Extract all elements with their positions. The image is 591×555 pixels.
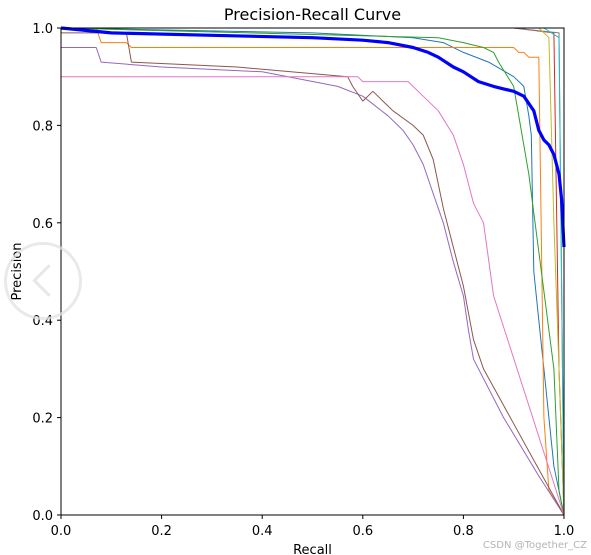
y-tick-label: 0.6 (32, 217, 53, 232)
x-tick-label: 0.0 (51, 524, 72, 539)
series-line-10 (61, 27, 565, 516)
series-line-7 (61, 76, 565, 516)
series-line-1 (60, 27, 565, 516)
x-tick-label: 0.8 (453, 524, 474, 539)
chart-title: Precision-Recall Curve (224, 5, 401, 24)
series-line-5 (61, 47, 565, 516)
x-axis-label: Recall (293, 543, 332, 555)
series-line-2 (61, 27, 565, 516)
y-tick-label: 0.8 (32, 119, 53, 134)
x-tick-label: 0.2 (151, 524, 172, 539)
series-line-4 (61, 27, 565, 516)
watermark-text: CSDN @Together_CZ (482, 540, 587, 551)
y-tick-label: 1.0 (32, 22, 53, 37)
x-tick-label: 0.4 (252, 524, 273, 539)
watermark-circle-icon (4, 242, 82, 320)
series-line-3 (60, 27, 565, 516)
series-line-6 (61, 32, 565, 516)
x-tick-label: 1.0 (554, 524, 575, 539)
y-tick-label: 0.0 (32, 509, 53, 524)
series-line-8 (61, 27, 565, 516)
series-line-9 (61, 27, 565, 516)
y-tick-label: 0.2 (32, 412, 53, 427)
x-tick-label: 0.6 (352, 524, 373, 539)
series-line-all-classes (60, 26, 566, 248)
plot-frame (60, 27, 565, 516)
x-axis-ticks: 0.0 0.2 0.4 0.6 0.8 1.0 (51, 515, 575, 539)
series-layer (60, 26, 566, 516)
